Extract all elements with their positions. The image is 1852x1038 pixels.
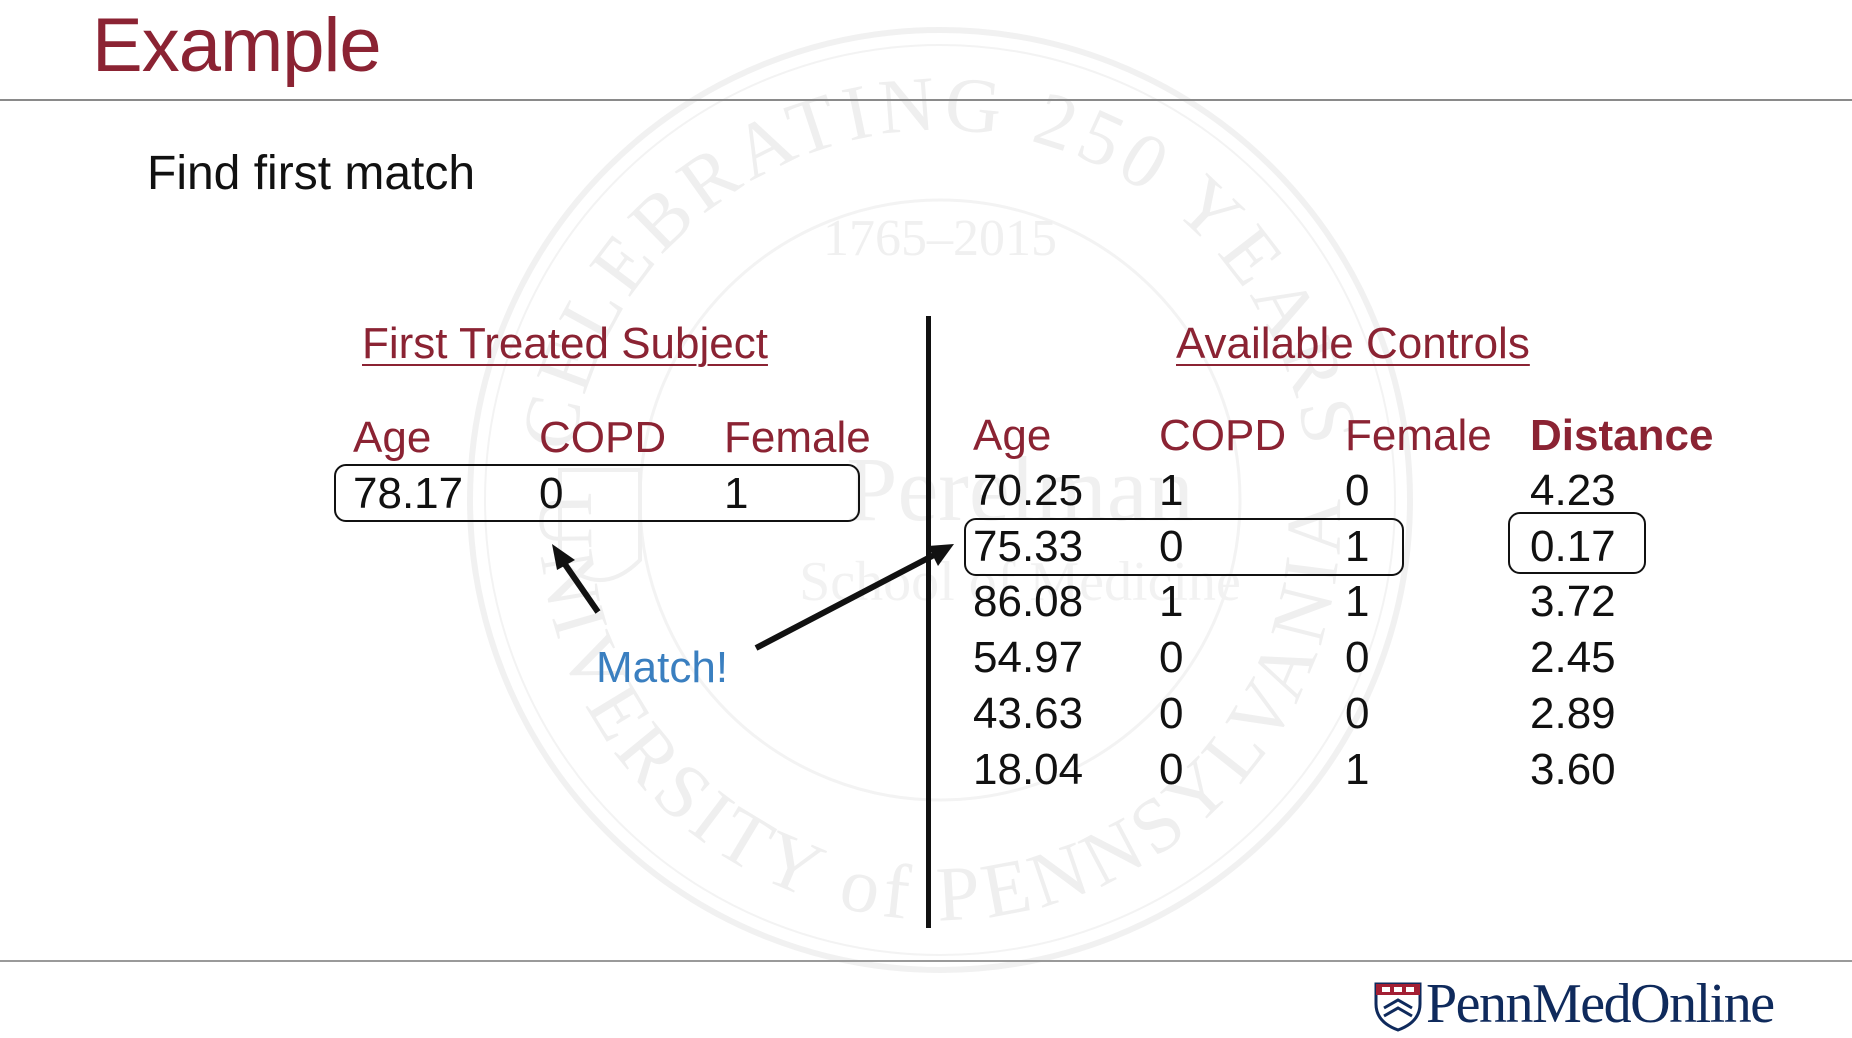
seal-years: 1765–2015	[823, 210, 1057, 267]
treated-col-copd: COPD	[539, 413, 667, 462]
pennmedonline-logo: PennMedOnline	[1374, 973, 1775, 1035]
controls-col-age: Age	[973, 411, 1052, 460]
control-row-distance: 3.72	[1530, 577, 1616, 626]
match-label: Match!	[596, 643, 729, 692]
svg-text:CELEBRATING 250 YEARS: CELEBRATING 250 YEARS	[503, 59, 1376, 457]
control-row-copd: 0	[1159, 745, 1184, 794]
control-row-female: 1	[1345, 745, 1370, 794]
control-row-copd: 0	[1159, 689, 1184, 738]
control-row-female: 1	[1345, 522, 1370, 571]
controls-col-female: Female	[1345, 411, 1492, 460]
control-row-female: 0	[1345, 633, 1370, 682]
controls-heading: Available Controls	[1176, 319, 1530, 368]
seal-top-text: CELEBRATING 250 YEARS	[503, 59, 1370, 457]
treated-row-box	[334, 464, 860, 522]
penn-shield-icon	[1374, 982, 1422, 1032]
treated-col-female: Female	[724, 413, 871, 462]
control-row-distance: 4.23	[1530, 466, 1616, 515]
treated-col-age: Age	[353, 413, 432, 462]
arrow-head-treated-icon	[552, 544, 575, 570]
control-row-female: 0	[1345, 689, 1370, 738]
slide-subtitle: Find first match	[147, 147, 476, 200]
control-row-distance: 2.45	[1530, 633, 1616, 682]
control-row-age: 43.63	[973, 689, 1084, 738]
matched-control-row-box	[964, 518, 1404, 576]
treated-age: 78.17	[353, 469, 464, 518]
control-row-age: 70.25	[973, 466, 1084, 515]
control-row-distance: 0.17	[1530, 522, 1616, 571]
title-rule	[0, 99, 1852, 101]
control-row-age: 75.33	[973, 522, 1084, 571]
treated-copd: 0	[539, 469, 564, 518]
control-row-age: 18.04	[973, 745, 1084, 794]
control-row-female: 1	[1345, 577, 1370, 626]
control-row-copd: 1	[1159, 577, 1184, 626]
logo-text: PennMedOnline	[1426, 973, 1775, 1035]
treated-heading: First Treated Subject	[362, 319, 768, 368]
arrow-to-control-icon	[754, 551, 938, 651]
controls-col-distance: Distance	[1530, 411, 1714, 460]
control-row-distance: 3.60	[1530, 745, 1616, 794]
arrow-head-control-icon	[928, 544, 954, 566]
control-row-age: 86.08	[973, 577, 1084, 626]
control-row-age: 54.97	[973, 633, 1084, 682]
slide-title: Example	[92, 3, 382, 88]
control-row-distance: 2.89	[1530, 689, 1616, 738]
arrow-to-treated-icon	[559, 558, 601, 614]
section-divider	[926, 316, 931, 928]
treated-female: 1	[724, 469, 749, 518]
controls-col-copd: COPD	[1159, 411, 1287, 460]
control-row-copd: 0	[1159, 633, 1184, 682]
matched-distance-box	[1508, 512, 1646, 574]
control-row-female: 0	[1345, 466, 1370, 515]
footer-rule	[0, 960, 1852, 962]
control-row-copd: 1	[1159, 466, 1184, 515]
control-row-copd: 0	[1159, 522, 1184, 571]
